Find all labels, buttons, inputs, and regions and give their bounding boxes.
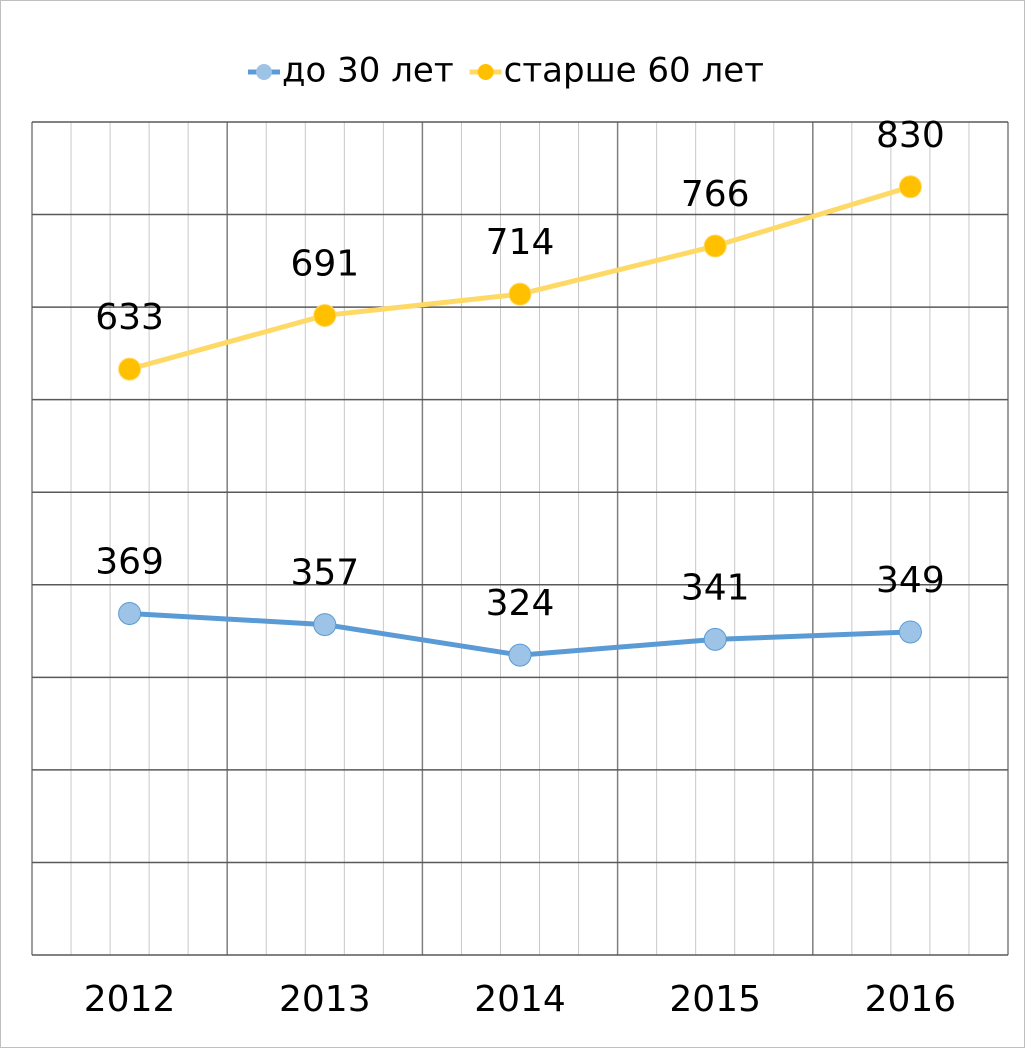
point-marker bbox=[508, 643, 532, 667]
legend: до 30 лет старше 60 лет bbox=[248, 51, 764, 91]
data-label: 357 bbox=[290, 553, 359, 594]
x-tick-label: 2016 bbox=[865, 979, 957, 1020]
data-label: 714 bbox=[486, 222, 555, 263]
x-tick-label: 2013 bbox=[279, 979, 371, 1020]
data-label: 830 bbox=[876, 115, 945, 156]
point-marker bbox=[703, 234, 727, 258]
point-marker bbox=[898, 175, 922, 199]
data-label: 341 bbox=[681, 567, 750, 608]
point-marker bbox=[313, 613, 337, 637]
point-marker bbox=[508, 282, 532, 306]
data-label: 349 bbox=[876, 560, 945, 601]
legend-marker bbox=[256, 64, 272, 80]
legend-marker bbox=[477, 64, 494, 80]
data-label: 691 bbox=[290, 243, 359, 284]
x-tick-label: 2014 bbox=[474, 979, 566, 1020]
legend-label: до 30 лет bbox=[282, 51, 454, 91]
data-label: 369 bbox=[95, 541, 164, 582]
legend-label: старше 60 лет bbox=[504, 51, 764, 91]
point-marker bbox=[703, 627, 727, 651]
x-tick-label: 2015 bbox=[669, 979, 761, 1020]
point-marker bbox=[118, 601, 142, 625]
data-label: 633 bbox=[95, 297, 164, 338]
x-tick-label: 2012 bbox=[84, 979, 176, 1020]
data-label: 766 bbox=[681, 174, 750, 215]
data-label: 324 bbox=[486, 583, 555, 624]
point-marker bbox=[898, 620, 922, 644]
point-marker bbox=[313, 303, 337, 327]
point-marker bbox=[118, 357, 142, 381]
